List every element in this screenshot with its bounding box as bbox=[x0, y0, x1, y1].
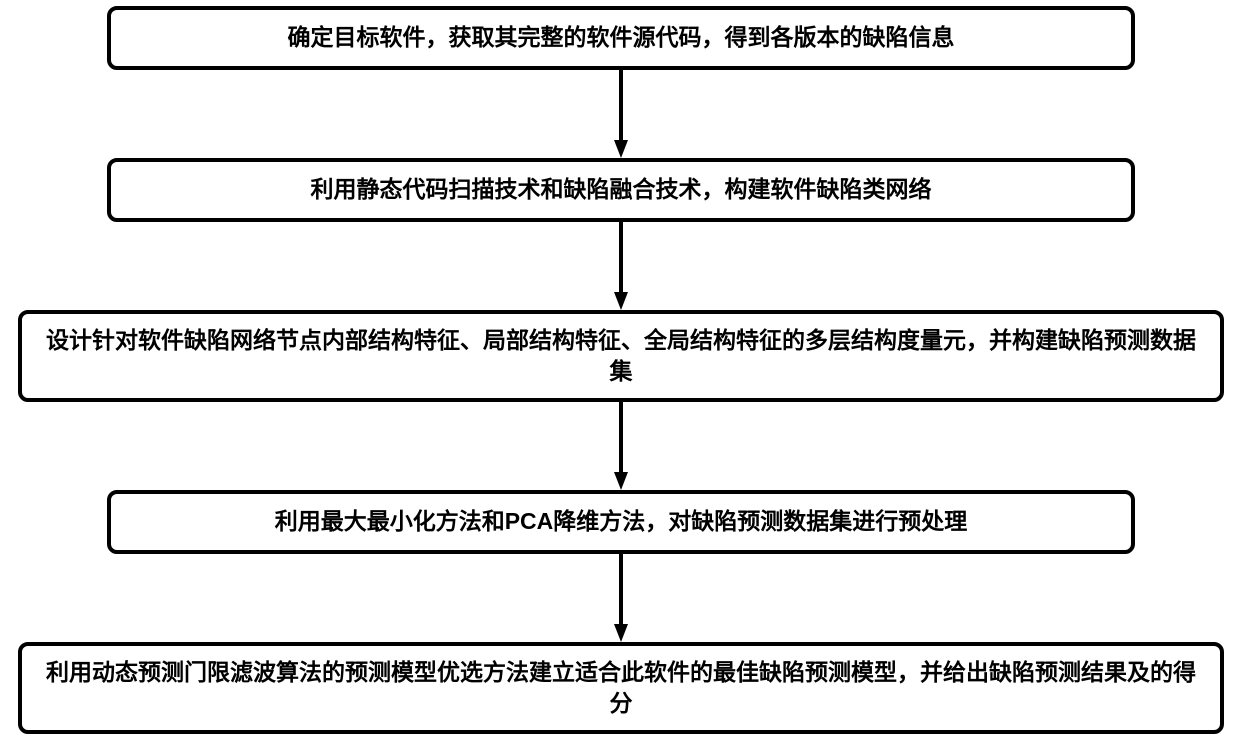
flowchart-node: 设计针对软件缺陷网络节点内部结构特征、局部结构特征、全局结构特征的多层结构度量元… bbox=[18, 310, 1224, 402]
flowchart-arrowhead bbox=[614, 140, 628, 158]
flowchart-node: 利用最大最小化方法和PCA降维方法，对缺陷预测数据集进行预处理 bbox=[107, 490, 1135, 554]
flowchart-arrowhead bbox=[614, 292, 628, 310]
flowchart-node-text: 利用动态预测门限滤波算法的预测模型优选方法建立适合此软件的最佳缺陷预测模型，并给… bbox=[42, 657, 1200, 719]
flowchart-node: 利用动态预测门限滤波算法的预测模型优选方法建立适合此软件的最佳缺陷预测模型，并给… bbox=[18, 642, 1224, 734]
flowchart-arrowhead bbox=[614, 624, 628, 642]
flowchart-arrowhead bbox=[614, 472, 628, 490]
flowchart-node: 确定目标软件，获取其完整的软件源代码，得到各版本的缺陷信息 bbox=[107, 6, 1135, 70]
flowchart-node-text: 设计针对软件缺陷网络节点内部结构特征、局部结构特征、全局结构特征的多层结构度量元… bbox=[42, 325, 1200, 387]
flowchart-node-text: 利用静态代码扫描技术和缺陷融合技术，构建软件缺陷类网络 bbox=[311, 174, 932, 205]
flowchart-node-text: 利用最大最小化方法和PCA降维方法，对缺陷预测数据集进行预处理 bbox=[275, 506, 968, 537]
flowchart-node-text: 确定目标软件，获取其完整的软件源代码，得到各版本的缺陷信息 bbox=[288, 22, 955, 53]
flowchart-node: 利用静态代码扫描技术和缺陷融合技术，构建软件缺陷类网络 bbox=[107, 158, 1135, 222]
